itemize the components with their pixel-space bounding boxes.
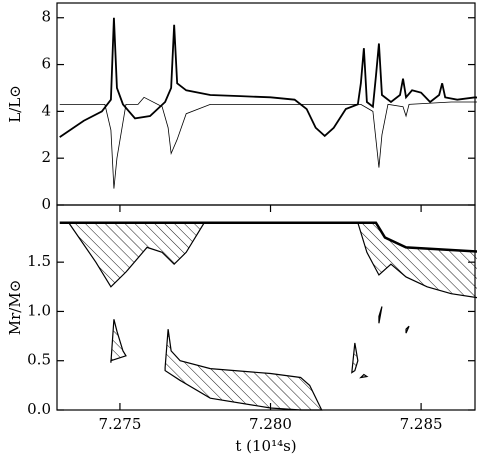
convective-region xyxy=(164,329,323,411)
convective-region xyxy=(378,306,383,324)
y-tick-label: 1.0 xyxy=(27,301,51,319)
x-tick-label: 7.285 xyxy=(400,415,443,433)
y-tick-label: 8 xyxy=(41,8,51,26)
x-tick-label: 7.275 xyxy=(98,415,141,433)
convective-region xyxy=(359,373,369,379)
y-tick-label: 4 xyxy=(41,101,51,119)
luminosity-line xyxy=(59,17,477,138)
luminosity-line xyxy=(59,96,477,189)
convective-region xyxy=(67,222,206,288)
convective-region xyxy=(405,325,410,334)
convective-region xyxy=(351,342,359,374)
y-axis-label: Mr/M⊙ xyxy=(6,280,24,336)
convective-region xyxy=(110,319,127,363)
x-axis-label: t (10¹⁴s) xyxy=(235,437,296,455)
axes-frame xyxy=(56,204,476,411)
y-tick-label: 0.5 xyxy=(27,351,51,369)
y-tick-label: 6 xyxy=(41,55,51,73)
y-tick-label: 0.0 xyxy=(27,400,51,418)
x-tick-label: 7.280 xyxy=(249,415,292,433)
surface-line xyxy=(59,221,477,253)
convective-region xyxy=(357,222,477,299)
y-tick-label: 2 xyxy=(41,148,51,166)
y-tick-label: 0 xyxy=(41,195,51,213)
y-axis-label: L/L⊙ xyxy=(6,85,24,123)
y-tick-label: 1.5 xyxy=(27,252,51,270)
